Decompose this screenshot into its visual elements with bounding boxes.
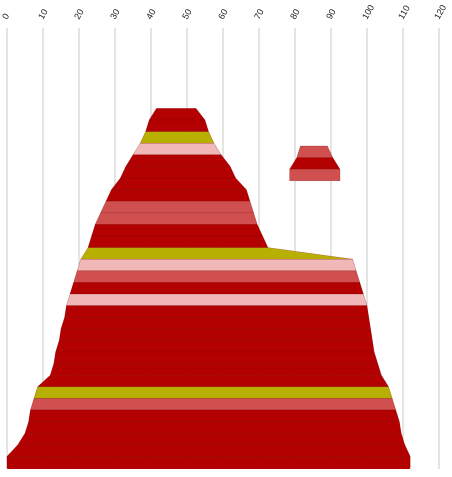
main-peak-band	[36, 374, 390, 388]
main-peak-band	[17, 432, 406, 446]
tick-labels: 0 10 20 30 40 50 60 70 80 90 100 110 120	[0, 3, 448, 21]
main-peak-band	[80, 247, 353, 260]
x-tick-label: 120	[432, 3, 448, 21]
main-peak-band	[69, 282, 364, 295]
x-tick-label: 0	[0, 12, 11, 21]
x-tick-label: 30	[108, 7, 122, 21]
x-tick-label: 40	[144, 7, 158, 21]
main-peak-band	[139, 131, 215, 144]
main-peak-band	[33, 386, 393, 399]
main-peak-band	[49, 363, 382, 376]
main-peak-band	[73, 270, 361, 283]
x-tick-label: 110	[396, 4, 412, 21]
x-tick-label: 50	[180, 7, 194, 21]
secondary-peak-band	[289, 157, 341, 170]
main-peak-band	[105, 189, 251, 202]
main-peak-band	[76, 258, 357, 272]
main-peak-band	[66, 293, 368, 306]
main-peak-band	[100, 200, 254, 214]
secondary-peak	[289, 145, 341, 182]
main-peak-band	[125, 154, 231, 167]
secondary-peak-band	[296, 145, 334, 158]
main-peak-band	[64, 305, 370, 318]
main-peak-band	[91, 224, 263, 237]
main-peak-band	[148, 108, 206, 121]
secondary-peak-band	[289, 168, 341, 182]
main-peak-band	[110, 177, 247, 190]
main-peak-band	[6, 444, 411, 457]
baseline-band	[7, 463, 411, 469]
main-peak-band	[30, 398, 397, 411]
x-tick-label: 10	[36, 7, 50, 21]
x-tick-label: 20	[72, 7, 86, 21]
main-peak-band	[120, 166, 236, 179]
main-peak-band	[24, 421, 402, 434]
main-peak-band	[87, 235, 269, 248]
x-tick-label: 90	[324, 7, 338, 21]
x-tick-label: 60	[216, 7, 230, 21]
main-peak-band	[132, 142, 222, 156]
main-peak-band	[145, 119, 209, 132]
main-peak-band	[58, 328, 373, 341]
main-peak	[6, 108, 411, 469]
main-peak-band	[53, 351, 379, 364]
main-peak-band	[60, 316, 371, 330]
main-peak-band	[28, 409, 400, 422]
main-peak-band	[94, 212, 258, 225]
x-tick-label: 70	[252, 7, 266, 21]
x-tick-label: 80	[288, 7, 302, 21]
x-tick-label: 100	[360, 3, 376, 21]
main-peak-band	[55, 340, 375, 353]
